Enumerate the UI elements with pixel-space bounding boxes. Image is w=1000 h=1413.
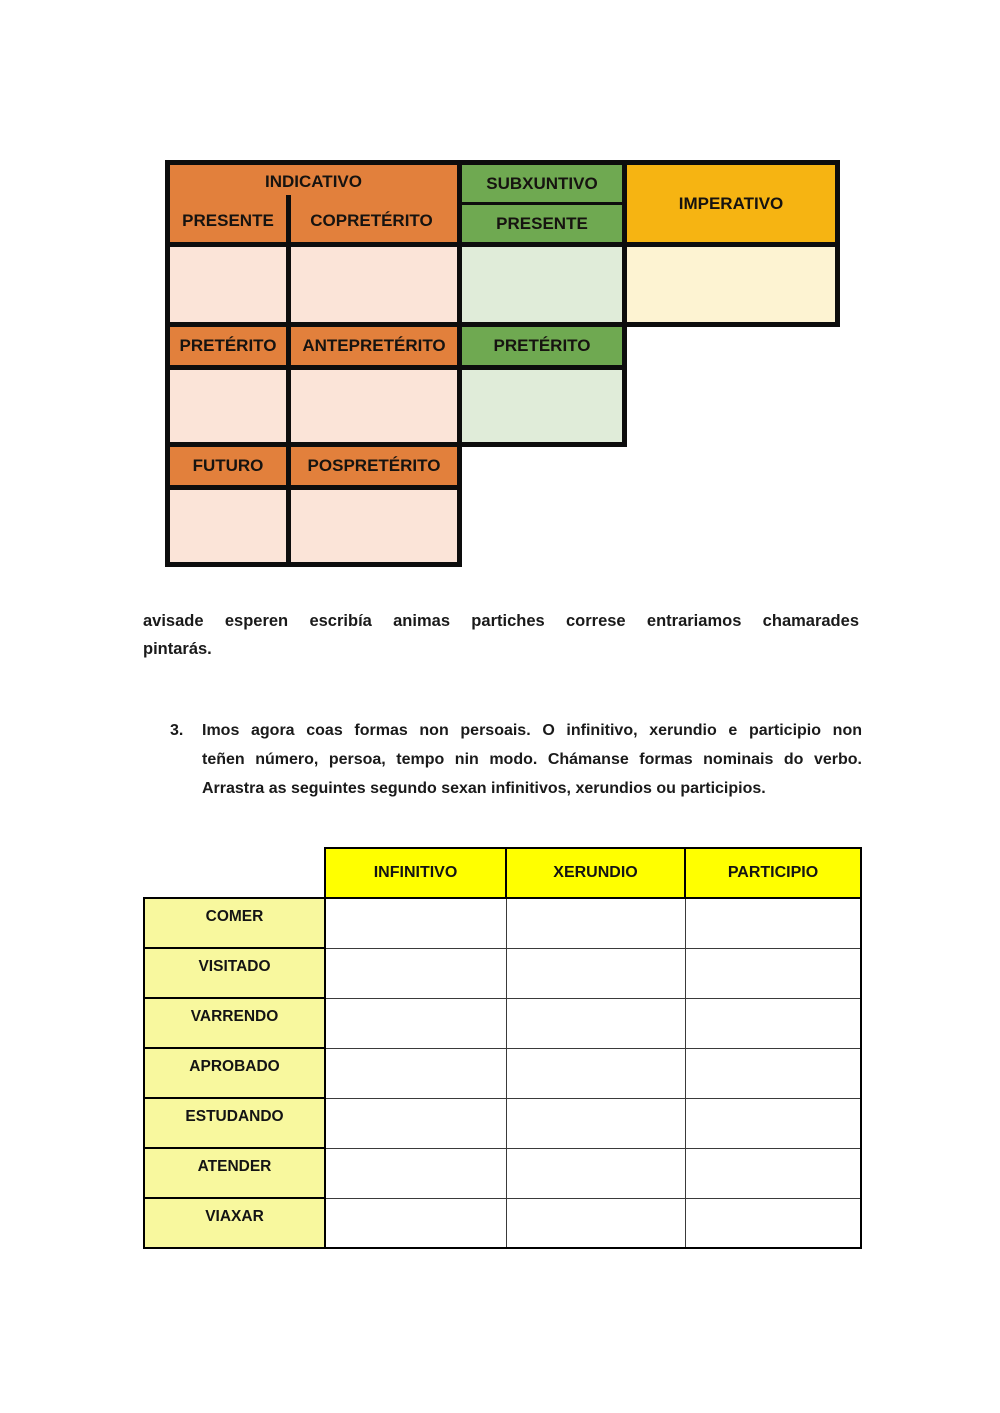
drop-cell[interactable] bbox=[505, 1047, 686, 1099]
row-label-comer: COMER bbox=[143, 897, 326, 949]
answer-cell-preterito-indicativo[interactable] bbox=[170, 370, 286, 442]
drop-cell[interactable] bbox=[505, 1147, 686, 1199]
drop-cell[interactable] bbox=[684, 1197, 862, 1249]
drop-cell[interactable] bbox=[324, 1147, 507, 1199]
drop-cell[interactable] bbox=[684, 1147, 862, 1199]
table-row: VIAXAR bbox=[143, 1197, 862, 1249]
exercise-instructions: Imos agora coas formas non persoais. O i… bbox=[202, 716, 862, 803]
row-label-estudando: ESTUDANDO bbox=[143, 1097, 326, 1149]
column-header-participio: PARTICIPIO bbox=[684, 847, 862, 899]
drop-cell[interactable] bbox=[684, 1047, 862, 1099]
word-bank-line-2[interactable]: pintarás. bbox=[143, 640, 212, 658]
header-subxuntivo: SUBXUNTIVO bbox=[486, 173, 598, 193]
header-pospreterito: POSPRETÉRITO bbox=[291, 447, 457, 485]
column-divider bbox=[286, 195, 291, 242]
header-copreterito: COPRETÉRITO bbox=[310, 210, 433, 230]
answer-cell-presente-indicativo[interactable] bbox=[170, 247, 286, 322]
exercise-line-3: Arrastra as seguintes segundo sexan infi… bbox=[202, 780, 766, 797]
header-preterito-indicativo: PRETÉRITO bbox=[170, 327, 286, 365]
drop-cell[interactable] bbox=[505, 947, 686, 999]
answer-cell-antepreterito[interactable] bbox=[291, 370, 457, 442]
row-label-aprobado: APROBADO bbox=[143, 1047, 326, 1099]
drop-cell[interactable] bbox=[324, 947, 507, 999]
drop-cell[interactable] bbox=[684, 947, 862, 999]
row-label-atender: ATENDER bbox=[143, 1147, 326, 1199]
drop-cell[interactable] bbox=[684, 897, 862, 949]
header-antepreterito: ANTEPRETÉRITO bbox=[291, 327, 457, 365]
drop-cell[interactable] bbox=[505, 997, 686, 1049]
classification-table: INFINITIVO XERUNDIO PARTICIPIO COMER VIS… bbox=[143, 847, 862, 1249]
answer-cell-imperativo[interactable] bbox=[627, 247, 835, 322]
drop-cell[interactable] bbox=[505, 1197, 686, 1249]
answer-cell-presente-subxuntivo[interactable] bbox=[462, 247, 622, 322]
exercise-line-2: teñen número, persoa, tempo nin modo. Ch… bbox=[202, 751, 862, 768]
exercise-number: 3. bbox=[170, 722, 184, 739]
word-bank-line-1[interactable]: avisade esperen escribía animas partiche… bbox=[143, 612, 859, 630]
answer-cell-copreterito[interactable] bbox=[291, 247, 457, 322]
column-header-infinitivo: INFINITIVO bbox=[324, 847, 507, 899]
drop-cell[interactable] bbox=[505, 897, 686, 949]
table-row: APROBADO bbox=[143, 1047, 862, 1099]
column-header-xerundio: XERUNDIO bbox=[505, 847, 686, 899]
drop-cell[interactable] bbox=[684, 997, 862, 1049]
header-preterito-subxuntivo: PRETÉRITO bbox=[462, 327, 622, 365]
word-bank: avisade esperen escribía animas partiche… bbox=[143, 607, 859, 663]
drop-cell[interactable] bbox=[324, 897, 507, 949]
drop-cell[interactable] bbox=[324, 1197, 507, 1249]
header-indicativo-group: INDICATIVO PRESENTE COPRETÉRITO bbox=[170, 165, 457, 242]
header-imperativo: IMPERATIVO bbox=[627, 165, 835, 242]
row-label-varrendo: VARRENDO bbox=[143, 997, 326, 1049]
answer-cell-pospreterito[interactable] bbox=[291, 490, 457, 562]
drop-cell[interactable] bbox=[324, 997, 507, 1049]
table-row: COMER bbox=[143, 897, 862, 949]
drop-cell[interactable] bbox=[684, 1097, 862, 1149]
drop-cell[interactable] bbox=[505, 1097, 686, 1149]
drop-cell[interactable] bbox=[324, 1047, 507, 1099]
header-indicativo: INDICATIVO bbox=[265, 172, 362, 191]
header-futuro: FUTURO bbox=[170, 447, 286, 485]
exercise-line-1: Imos agora coas formas non persoais. O i… bbox=[202, 722, 862, 739]
header-presente-indicativo: PRESENTE bbox=[182, 210, 274, 230]
table-row: VARRENDO bbox=[143, 997, 862, 1049]
row-label-viaxar: VIAXAR bbox=[143, 1197, 326, 1249]
drop-cell[interactable] bbox=[324, 1097, 507, 1149]
answer-cell-futuro[interactable] bbox=[170, 490, 286, 562]
answer-cell-preterito-subxuntivo[interactable] bbox=[462, 370, 622, 442]
row-label-visitado: VISITADO bbox=[143, 947, 326, 999]
header-presente-subxuntivo: PRESENTE bbox=[496, 213, 588, 233]
row-divider bbox=[462, 202, 622, 205]
table-row: ESTUDANDO bbox=[143, 1097, 862, 1149]
corner-empty-cell bbox=[144, 848, 325, 898]
table-row: ATENDER bbox=[143, 1147, 862, 1199]
header-subxuntivo-group: SUBXUNTIVO PRESENTE bbox=[462, 165, 622, 242]
table-row: VISITADO bbox=[143, 947, 862, 999]
